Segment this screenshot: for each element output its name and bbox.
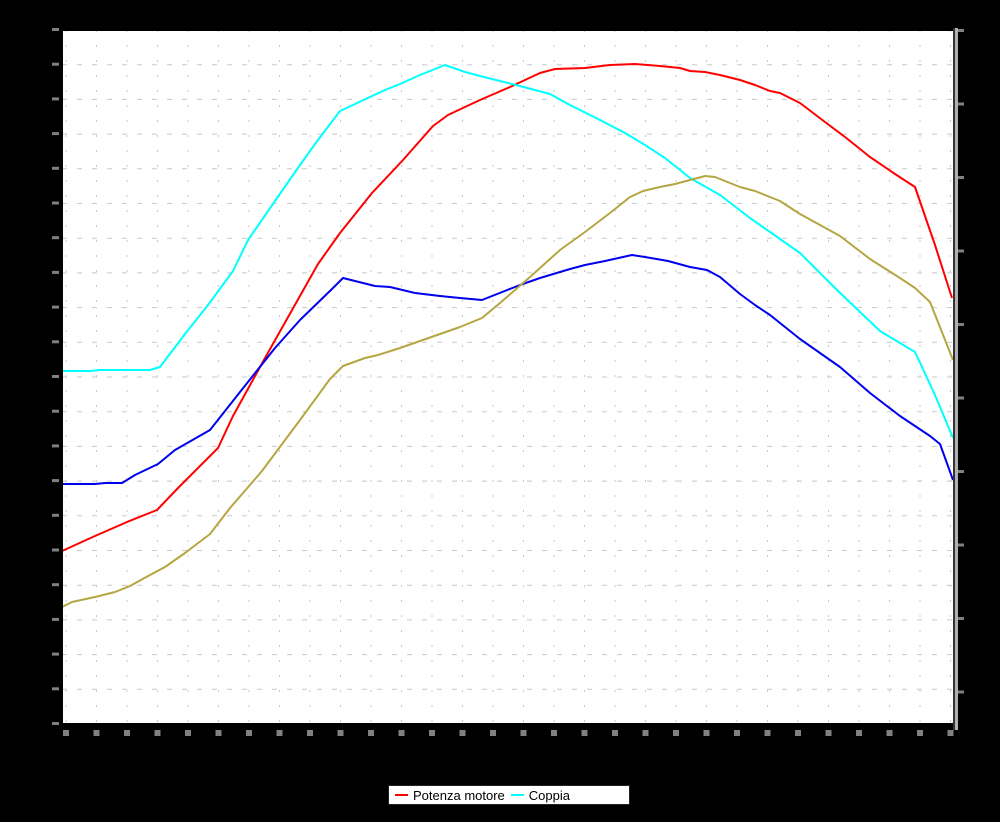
series-line-potenza-motore: [61, 63, 953, 552]
y-tick-label: [52, 375, 59, 378]
plot-frame: [61, 28, 958, 730]
right-axis-bar: [955, 28, 958, 730]
y-tick-label: [52, 270, 59, 274]
x-tick-label: [825, 730, 832, 736]
x-tick-label: [703, 730, 710, 736]
y-tick-label: [52, 444, 59, 448]
grid-lines: [62, 29, 953, 725]
y-tick-label: [52, 340, 59, 344]
x-tick-label: [856, 730, 862, 736]
x-tick-label: [551, 730, 557, 736]
series-line-serie-3: [62, 254, 954, 485]
legend-item-coppia: Coppia: [510, 787, 570, 803]
y2-tick-label: [956, 249, 964, 253]
y2-tick-label: [956, 470, 964, 473]
y-tick-label: [52, 201, 59, 205]
y-tick-label: [52, 409, 59, 413]
x-tick-label: [612, 730, 618, 736]
y-tick-label: [52, 479, 59, 483]
x-tick-label: [429, 730, 435, 736]
y2-tick-label: [956, 617, 964, 620]
x-tick-label: [673, 730, 679, 736]
y-tick-label: [52, 305, 59, 309]
chart-legend: Potenza motore Coppia: [388, 785, 630, 805]
x-tick-label: [490, 730, 496, 736]
x-tick-label: [520, 730, 527, 736]
y2-tick-label: [956, 690, 964, 694]
y-tick-label: [52, 513, 59, 517]
x-tick-label: [93, 730, 100, 736]
y-tick-label: [52, 583, 59, 587]
y-tick-label: [52, 687, 59, 691]
x-tick-label: [276, 730, 283, 736]
y2-tick-label: [956, 543, 964, 547]
axis-ticks: [52, 28, 964, 736]
y-tick-label: [52, 28, 59, 31]
x-tick-label: [734, 730, 740, 736]
x-tick-label: [307, 730, 313, 736]
x-tick-label: [795, 730, 801, 736]
y2-tick-label: [956, 396, 964, 400]
y-tick-label: [52, 617, 59, 621]
x-tick-label: [459, 730, 466, 736]
x-tick-label: [947, 730, 954, 736]
y-tick-label: [52, 236, 59, 240]
x-tick-label: [368, 730, 374, 736]
series-line-serie-4: [61, 175, 954, 608]
y-tick-label: [52, 166, 59, 170]
y2-tick-label: [956, 323, 964, 326]
legend-item-potenza-motore: Potenza motore: [395, 788, 505, 803]
y-tick-label: [52, 62, 59, 66]
chart-canvas: [52, 28, 964, 736]
y-tick-label: [52, 548, 59, 552]
plot-area: [62, 30, 953, 724]
y-tick-label: [52, 652, 59, 656]
y2-tick-label: [956, 176, 964, 179]
series-lines: [61, 63, 954, 608]
x-tick-label: [246, 730, 252, 736]
x-tick-label: [917, 730, 923, 736]
x-tick-label: [581, 730, 588, 736]
legend-label: Potenza motore: [413, 787, 505, 803]
y2-tick-label: [956, 102, 964, 106]
y-tick-label: [52, 97, 59, 101]
legend-swatch-red: [395, 794, 408, 796]
x-tick-label: [154, 730, 161, 736]
x-tick-label: [764, 730, 771, 736]
x-tick-label: [185, 730, 191, 736]
y-tick-label: [52, 132, 59, 136]
x-tick-label: [63, 730, 69, 736]
y-tick-label: [52, 722, 59, 725]
legend-label: Coppia: [528, 787, 570, 803]
x-tick-label: [642, 730, 649, 736]
x-tick-label: [337, 730, 344, 736]
x-tick-label: [215, 730, 222, 736]
x-tick-label: [398, 730, 405, 736]
x-tick-label: [886, 730, 893, 736]
x-tick-label: [124, 730, 130, 736]
series-line-coppia: [62, 64, 954, 439]
y2-tick-label: [956, 29, 964, 32]
legend-swatch-cyan: [510, 794, 524, 796]
